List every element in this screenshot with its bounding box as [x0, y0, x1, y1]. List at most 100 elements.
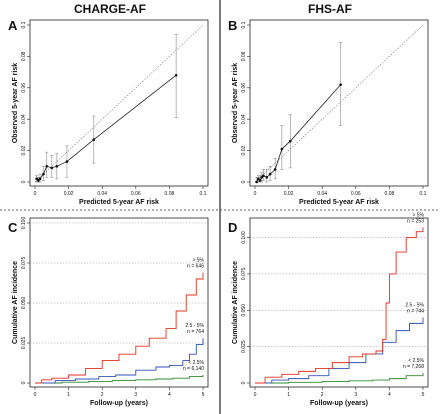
y-tick-label: 0 [241, 180, 247, 183]
data-point [174, 73, 178, 77]
title-right: FHS-AF [308, 2, 352, 16]
y-axis-label: Cumulative AF incidence [12, 261, 19, 344]
series-n-label: n = 7,268 [403, 364, 424, 370]
series-n-label: n = 646 [187, 264, 204, 270]
series-n-label: n = 253 [407, 218, 424, 224]
x-tick-label: 0.04 [317, 191, 327, 197]
data-point [265, 175, 269, 179]
panel-letter: D [228, 220, 237, 235]
data-point [35, 177, 38, 181]
panel-A: A 0 0.02 0.04 0.06 0.08 0.1 0 0.02 0.04 0.06 0.08 0.… [8, 18, 209, 206]
panel-D: D 0 1 2 3 4 5 0 0.025 0.050 0.075 0.100 Follow-up (y… [228, 212, 429, 407]
data-point [55, 165, 59, 168]
y-tick-label: 0.025 [21, 337, 27, 350]
x-tick-label: 0.08 [385, 191, 395, 197]
series-line [35, 338, 204, 384]
x-axis-label: Predicted 5-year AF risk [299, 199, 379, 206]
series-line [255, 317, 424, 384]
series-n-label: n = 744 [407, 309, 424, 315]
y-tick-label: 0 [241, 381, 247, 384]
y-tick-label: 0.050 [241, 304, 247, 317]
reference-diagonal [254, 24, 424, 183]
x-tick-label: 0.04 [97, 191, 107, 197]
x-tick-label: 0.1 [200, 191, 207, 197]
series-label: 2.5 - 5% [405, 303, 424, 309]
x-tick-label: 0 [34, 392, 37, 398]
calibration-line [36, 74, 177, 181]
y-tick-label: 0.04 [241, 114, 247, 124]
y-tick-label: 0.06 [21, 83, 27, 93]
data-point [262, 174, 265, 178]
y-tick-label: 0 [21, 180, 27, 183]
calibration-line [256, 84, 341, 183]
x-tick-label: 0 [34, 191, 37, 197]
x-axis-label: Predicted 5-year AF risk [79, 199, 159, 206]
y-tick-label: 0.1 [241, 21, 247, 28]
x-tick-label: 0.1 [420, 191, 427, 197]
x-tick-label: 5 [202, 392, 205, 398]
y-tick-label: 0.1 [21, 21, 27, 28]
series-label: < 2.5% [188, 360, 204, 366]
data-point [268, 172, 272, 176]
y-tick-label: 0.075 [21, 257, 27, 270]
series-label: > 5% [192, 258, 204, 264]
y-tick-label: 0.02 [241, 146, 247, 156]
x-tick-label: 1 [287, 392, 290, 398]
data-point [257, 177, 260, 181]
data-point [280, 147, 284, 151]
data-point [260, 175, 264, 179]
series-label: 2.5 - 5% [185, 323, 204, 329]
series-line [255, 372, 424, 384]
plot-frame [29, 217, 209, 388]
panel-letter: C [8, 220, 18, 235]
y-axis-label: Observed 5-year AF risk [232, 63, 239, 143]
y-tick-label: 0.075 [241, 267, 247, 280]
panel-B: B 0 0.02 0.04 0.06 0.08 0.1 0 0.02 0.04 0.06 0.08 0.… [228, 18, 429, 206]
x-tick-label: 1 [67, 392, 70, 398]
data-point [50, 166, 54, 170]
data-point [65, 160, 69, 163]
data-point [45, 165, 49, 168]
panel-letter: A [8, 18, 18, 33]
y-axis-label: Observed 5-year AF risk [12, 63, 19, 143]
plot-frame [29, 19, 209, 187]
x-axis-label: Follow-up (years) [90, 400, 148, 407]
x-tick-label: 0.06 [351, 191, 361, 197]
x-axis-label: Follow-up (years) [310, 400, 368, 407]
y-tick-label: 0.025 [241, 340, 247, 353]
reference-diagonal [34, 24, 204, 183]
data-point [339, 83, 342, 86]
series-line [35, 272, 204, 384]
x-tick-label: 2 [101, 392, 104, 398]
x-tick-label: 5 [422, 392, 425, 398]
x-tick-label: 0.06 [131, 191, 141, 197]
x-tick-label: 3 [354, 392, 357, 398]
y-axis-label: Cumulative AF incidence [232, 261, 239, 344]
y-tick-label: 0.050 [21, 297, 27, 310]
x-tick-label: 4 [168, 392, 171, 398]
data-point [255, 180, 258, 184]
series-line [35, 375, 204, 384]
series-n-label: n = 764 [187, 329, 204, 335]
title-left: CHARGE-AF [74, 2, 146, 16]
series-label: > 5% [412, 212, 424, 218]
y-tick-label: 0.06 [241, 83, 247, 93]
y-tick-label: 0 [21, 381, 27, 384]
data-point [273, 168, 277, 171]
y-tick-label: 0.08 [21, 51, 27, 61]
x-tick-label: 3 [134, 392, 137, 398]
x-tick-label: 2 [321, 392, 324, 398]
data-point [288, 139, 292, 143]
data-point [92, 138, 96, 141]
panel-C: C 0 1 2 3 4 5 0 0.025 0.050 0.075 0.100 Follow-up (y… [8, 217, 209, 407]
x-tick-label: 4 [388, 392, 391, 398]
plot-frame [249, 19, 429, 187]
x-tick-label: 0.08 [165, 191, 175, 197]
series-n-label: n = 6,140 [183, 366, 204, 372]
y-tick-label: 0.100 [21, 217, 27, 230]
plot-frame [249, 217, 429, 388]
y-tick-label: 0.04 [21, 114, 27, 124]
y-tick-label: 0.08 [241, 51, 247, 61]
x-tick-label: 0.02 [64, 191, 74, 197]
